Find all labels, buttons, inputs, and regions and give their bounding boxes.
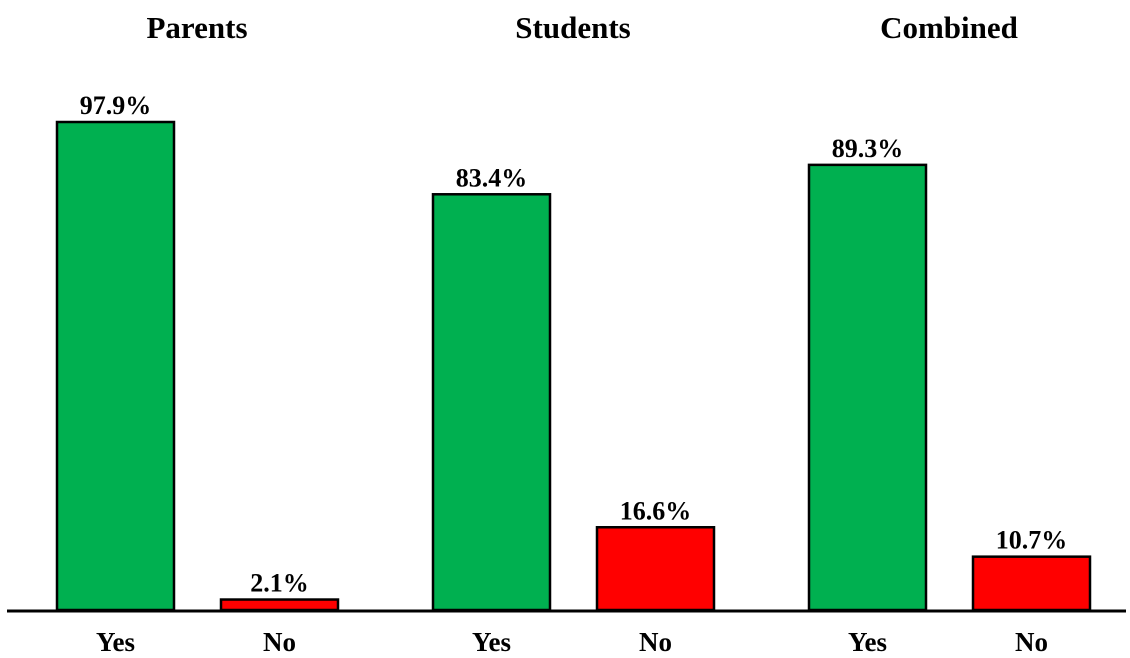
data-label-combined-no: 10.7% bbox=[996, 526, 1068, 555]
category-label-students-no: No bbox=[639, 627, 672, 657]
data-label-students-no: 16.6% bbox=[620, 496, 692, 525]
data-label-parents-yes: 97.9% bbox=[80, 91, 152, 120]
panel-title-parents: Parents bbox=[146, 10, 247, 45]
category-label-parents-yes: Yes bbox=[96, 627, 135, 657]
data-labels: 97.9% 2.1% 83.4% 16.6% 89.3% 10.7% bbox=[80, 91, 1068, 598]
data-label-combined-yes: 89.3% bbox=[832, 134, 904, 163]
bar-students-yes bbox=[431, 193, 552, 612]
bar-parents-yes bbox=[55, 120, 176, 612]
category-label-combined-no: No bbox=[1015, 627, 1048, 657]
category-labels: Yes No Yes No Yes No bbox=[96, 627, 1048, 657]
panel-titles: Parents Students Combined bbox=[146, 10, 1017, 45]
bar-combined-no bbox=[971, 555, 1092, 612]
bar-parents-no bbox=[219, 598, 340, 612]
panel-title-students: Students bbox=[515, 10, 630, 45]
category-label-parents-no: No bbox=[263, 627, 296, 657]
bar-combined-yes bbox=[807, 163, 928, 612]
category-label-combined-yes: Yes bbox=[848, 627, 887, 657]
bar-students-no bbox=[595, 526, 716, 612]
category-label-students-yes: Yes bbox=[472, 627, 511, 657]
data-label-parents-no: 2.1% bbox=[250, 569, 309, 598]
panel-title-combined: Combined bbox=[880, 10, 1018, 45]
data-label-students-yes: 83.4% bbox=[456, 163, 528, 192]
bars bbox=[55, 120, 1092, 612]
